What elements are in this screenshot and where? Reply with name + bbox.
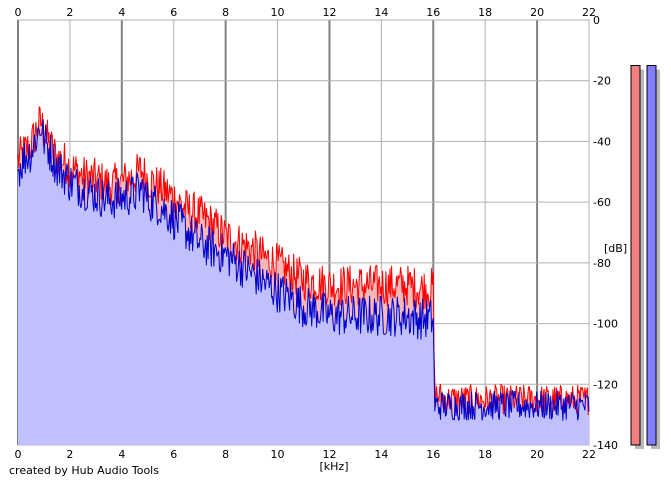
x-tick-label-bottom: 4 [118,448,125,461]
x-tick-label-top: 12 [322,6,336,19]
spectrum-lines [17,105,590,421]
x-tick-label-bottom: 20 [530,448,544,461]
level-meters [630,65,660,450]
x-tick-label-top: 6 [170,6,177,19]
y-axis-label: [dB] [604,242,627,255]
x-tick-label-bottom: 18 [478,448,492,461]
y-tick-label: -20 [593,75,611,88]
x-tick-label-top: 4 [118,6,125,19]
x-tick-label-bottom: 2 [66,448,73,461]
y-tick-label: 0 [593,14,600,27]
y-tick-label: -120 [593,378,618,391]
y-tick-labels: 0 -20 -40 -60 -80 -100 -120 -140 [593,14,618,452]
y-tick-label: -60 [593,196,611,209]
y-tick-label: -40 [593,135,611,148]
x-tick-label-bottom: 16 [426,448,440,461]
x-tick-label-bottom: 10 [271,448,285,461]
x-tick-label-bottom: 6 [170,448,177,461]
y-tick-label: -80 [593,257,611,270]
x-tick-label-top: 14 [374,6,388,19]
x-tick-label-top: 8 [222,6,229,19]
series-line-1 [17,119,590,421]
x-tick-label-bottom: 22 [582,448,596,461]
x-tick-label-bottom: 8 [222,448,229,461]
x-tick-label-top: 16 [426,6,440,19]
x-tick-label-top: 20 [530,6,544,19]
x-tick-label-bottom: 12 [322,448,336,461]
credit-text: created by Hub Audio Tools [9,464,159,477]
x-axis-label: [kHz] [320,460,349,473]
series-line-0 [17,105,590,416]
y-tick-label: -100 [593,318,618,331]
x-tick-label-top: 0 [15,6,22,19]
x-tick-label-top: 2 [66,6,73,19]
x-tick-label-bottom: 14 [374,448,388,461]
level-meter-left [630,65,641,446]
level-meter-right [646,65,657,446]
series-area-1 [18,119,589,446]
y-tick-label: -140 [593,439,618,452]
x-tick-label-top: 22 [582,6,596,19]
x-tick-label-top: 10 [271,6,285,19]
x-tick-label-top: 18 [478,6,492,19]
x-tick-label-bottom: 0 [15,448,22,461]
